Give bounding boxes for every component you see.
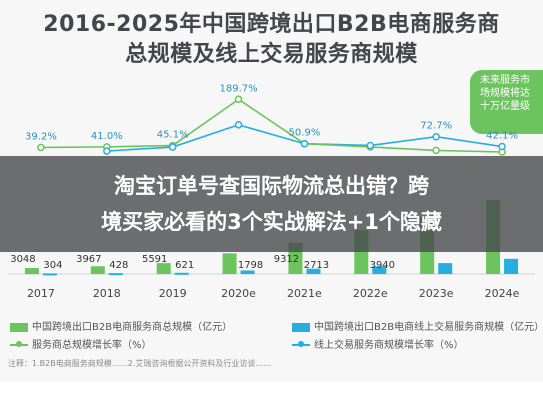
bar-online [42, 273, 57, 276]
point-rate-total [432, 146, 440, 155]
point-rate-online [234, 121, 243, 129]
bottom-band [0, 382, 543, 408]
x-tick-label: 2021e [287, 287, 322, 300]
bar-total [156, 263, 171, 274]
legend-swatch-green-bar [10, 322, 28, 332]
rate-label-total: 189.7% [219, 83, 257, 94]
bar-online [240, 270, 255, 274]
legend-label: 服务商总规模增长率（%） [32, 340, 152, 351]
bar-online [174, 272, 189, 275]
data-label-total: 9312 [274, 254, 299, 265]
point-rate-online [432, 132, 440, 141]
bar-online [306, 268, 321, 274]
rate-label-total: 45.1% [157, 130, 189, 141]
x-tick-label: 2017 [27, 287, 55, 300]
x-tick-label: 2019 [159, 287, 187, 300]
rate-label-online: 42.1% [486, 131, 518, 142]
bar-total [24, 268, 39, 274]
data-label-online: 3940 [370, 260, 395, 271]
data-label-online: 304 [43, 260, 62, 271]
source-note: 注释：1.B2B电商服务商规模……2.艾瑞咨询根据公开资料及行业访谈…… [8, 359, 272, 368]
legend-item-line-online: 线上交易服务商规模增长率（%） [292, 336, 464, 351]
bar-total [222, 253, 237, 274]
line-rate-total [40, 98, 503, 153]
x-tick-label: 2023e [419, 287, 454, 300]
legend-swatch-blue-line [292, 341, 310, 347]
data-label-total: 3048 [10, 254, 35, 265]
legend-item-line-total: 服务商总规模增长率（%） [10, 336, 152, 351]
side-note-line: 十万亿量级 [480, 101, 530, 112]
side-note-badge: 未来服务市 场规模将达 十万亿量级 [470, 70, 543, 134]
data-label-online: 1798 [238, 260, 263, 271]
legend-item-bar-total: 中国跨境出口B2B电商服务商总规模（亿元） [10, 318, 232, 333]
x-tick-label: 2022e [353, 287, 388, 300]
article-headline-overlay[interactable]: 淘宝订单号查国际物流总出错？跨 境买家必看的3个实战解法+1个隐藏 [0, 156, 543, 252]
bar-online [504, 258, 519, 274]
data-label-online: 428 [109, 260, 128, 271]
point-rate-total [234, 95, 243, 104]
data-label-total: 5591 [142, 254, 167, 265]
rate-label-online: 72.7% [420, 121, 452, 132]
bar-total [90, 266, 105, 274]
x-tick-label: 2024e [485, 287, 520, 300]
point-rate-total [37, 143, 45, 152]
point-rate-online [366, 141, 375, 150]
bar-online [372, 266, 387, 274]
point-rate-online [168, 143, 177, 151]
legend-label: 中国跨境出口B2B电商服务商总规模（亿元） [32, 322, 233, 333]
point-rate-online [103, 147, 111, 155]
data-label-online: 2713 [304, 260, 329, 271]
point-rate-online [300, 139, 309, 148]
legend-item-bar-online: 中国跨境出口B2B电商线上交易服务商规模（亿元） [292, 318, 543, 333]
legend-swatch-blue-bar [292, 322, 310, 332]
rate-label-total: 39.2% [25, 131, 57, 142]
headline-line1[interactable]: 淘宝订单号查国际物流总出错？跨 [114, 174, 429, 198]
rate-label-total: 50.9% [289, 128, 321, 139]
legend-swatch-green-line [10, 341, 28, 347]
x-tick-label: 2018 [93, 287, 121, 300]
point-rate-online [498, 142, 506, 151]
legend-label: 线上交易服务商规模增长率（%） [314, 340, 464, 351]
data-label-total: 3967 [76, 254, 101, 265]
data-label-online: 621 [175, 260, 194, 271]
bar-online [438, 263, 453, 274]
side-note-line: 未来服务市 [480, 75, 530, 86]
chart-title-line2: 总规模及线上交易服务商规模 [125, 42, 418, 67]
x-tick-label: 2020e [221, 287, 256, 300]
legend-label: 中国跨境出口B2B电商线上交易服务商规模（亿元） [314, 322, 543, 333]
headline-line2[interactable]: 境买家必看的3个实战解法+1个隐藏 [101, 210, 442, 234]
side-note-line: 场规模将达 [480, 88, 530, 99]
rate-label-total: 41.0% [91, 131, 123, 142]
chart-title-line1: 2016-2025年中国跨境出口B2B电商服务商 [43, 12, 500, 37]
bar-online [108, 273, 123, 276]
